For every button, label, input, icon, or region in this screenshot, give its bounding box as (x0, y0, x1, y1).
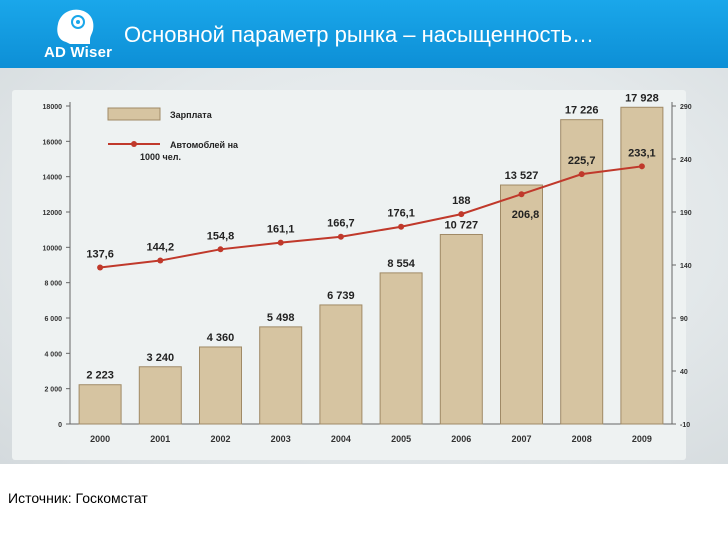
chart-area: 0 2 000 4 000 6 000 8 000 10000 12000 14000 1600… (12, 90, 692, 460)
bar-zarplata (439, 233, 483, 425)
bar-value-label: 2 223 (86, 370, 114, 382)
line-point (578, 171, 585, 178)
series-line-avto (99, 165, 643, 269)
bar-value-label: 13 527 (505, 170, 539, 182)
left-tick-label: 4 000 (44, 351, 62, 358)
legend-swatch-bar (107, 107, 161, 121)
left-tick-label: 6 000 (44, 316, 62, 323)
line-value-label: 137,6 (86, 249, 114, 261)
line-point (97, 264, 104, 271)
line-point (217, 246, 224, 253)
right-tick-label: 240 (680, 157, 692, 164)
left-tick-label: 10000 (43, 245, 63, 252)
line-value-label: 154,8 (207, 230, 235, 242)
head-logo-icon (57, 9, 94, 44)
right-tick-label: 190 (680, 210, 692, 217)
line-point (458, 211, 465, 218)
x-tick-label: 2009 (632, 434, 652, 444)
logo-text: AD Wiser (44, 44, 113, 61)
bar-value-label: 6 739 (327, 290, 355, 302)
line-value-label: 144,2 (147, 242, 175, 254)
bar-zarplata (259, 326, 303, 425)
line-value-label: 206,8 (512, 209, 540, 221)
bar-value-label: 5 498 (267, 312, 295, 324)
x-tick-label: 2003 (271, 434, 291, 444)
x-tick-label: 2005 (391, 434, 411, 444)
legend-swatch-point (131, 141, 137, 147)
line-value-label: 188 (452, 195, 470, 207)
bar-zarplata (560, 119, 604, 425)
right-tick-label: 140 (680, 263, 692, 270)
bar-zarplata (500, 184, 543, 425)
x-tick-label: 2000 (90, 434, 110, 444)
bar-value-label: 3 240 (147, 352, 175, 364)
left-tick-label: 16000 (43, 139, 63, 146)
bar-zarplata (319, 304, 363, 425)
x-tick-label: 2001 (150, 434, 170, 444)
right-tick-label: -10 (680, 422, 690, 429)
source-caption: Источник: Госкомстат (8, 490, 148, 506)
line-value-label: 161,1 (267, 224, 295, 236)
bar-value-label: 10 727 (444, 219, 478, 231)
bar-value-label: 8 554 (387, 258, 415, 270)
bar-zarplata (138, 366, 182, 425)
line-point (518, 191, 525, 198)
x-tick-label: 2007 (511, 434, 531, 444)
line-value-label: 225,7 (568, 155, 596, 167)
line-point (398, 223, 405, 230)
left-tick-label: 14000 (43, 175, 63, 182)
line-value-label: 166,7 (327, 218, 355, 230)
right-tick-label: 40 (680, 369, 688, 376)
line-point (638, 163, 645, 170)
x-tick-label: 2004 (331, 434, 351, 444)
right-tick-label: 290 (680, 104, 692, 111)
left-tick-label: 2 000 (44, 387, 62, 394)
line-point (157, 257, 164, 264)
x-tick-label: 2008 (572, 434, 592, 444)
bar-value-label: 17 226 (565, 105, 599, 117)
left-tick-label: 18000 (43, 104, 63, 111)
line-point (337, 233, 344, 240)
bar-value-label: 17 928 (625, 92, 659, 104)
x-tick-label: 2006 (451, 434, 471, 444)
bar-zarplata (78, 384, 122, 425)
line-point (277, 239, 284, 246)
line-value-label: 176,1 (387, 208, 415, 220)
left-tick-label: 0 (58, 422, 62, 429)
legend-label-avto-line2: 1000 чел. (140, 152, 181, 162)
bar-zarplata (620, 106, 664, 425)
x-tick-label: 2002 (210, 434, 230, 444)
bar-zarplata (199, 346, 242, 425)
bar-zarplata (379, 272, 423, 425)
right-tick-label: 90 (680, 316, 688, 323)
left-tick-label: 12000 (43, 210, 63, 217)
header-bar: AD Wiser Основной параметр рынка – насыщ… (0, 0, 728, 68)
bar-value-label: 4 360 (207, 332, 235, 344)
left-tick-label: 8 000 (44, 281, 62, 288)
page-title: Основной параметр рынка – насыщенность… (124, 22, 595, 47)
legend-label-avto-line1: Автомоблей на (170, 140, 239, 150)
legend-label-zarplata: Зарплата (170, 110, 213, 120)
line-value-label: 233,1 (628, 147, 656, 159)
